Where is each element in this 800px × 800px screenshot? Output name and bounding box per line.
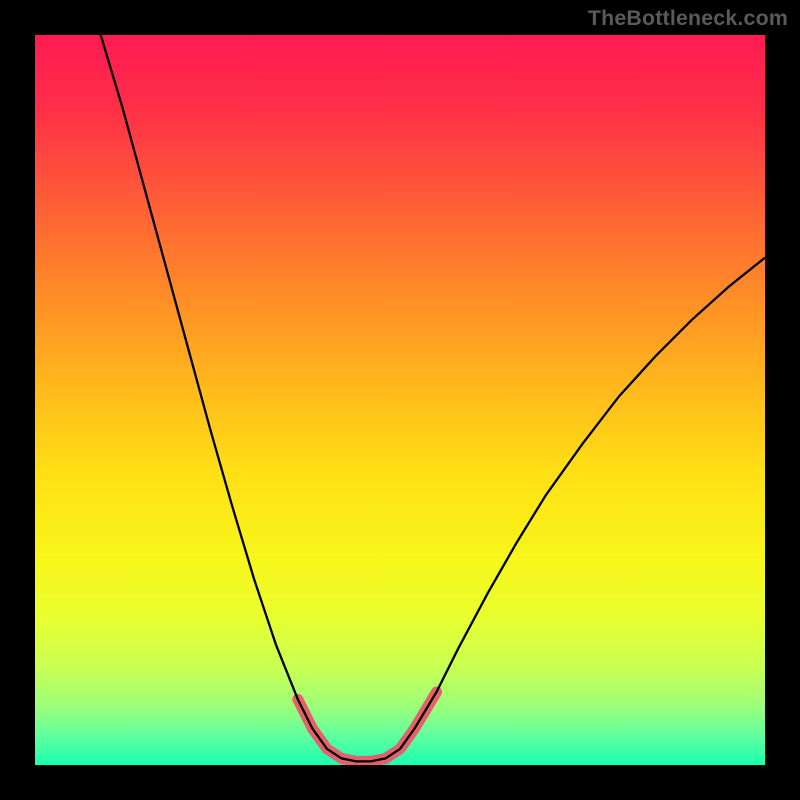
curve-layer — [35, 35, 765, 765]
bottleneck-curve — [101, 35, 765, 761]
watermark-text: TheBottleneck.com — [588, 6, 788, 31]
plot-area — [35, 35, 765, 765]
